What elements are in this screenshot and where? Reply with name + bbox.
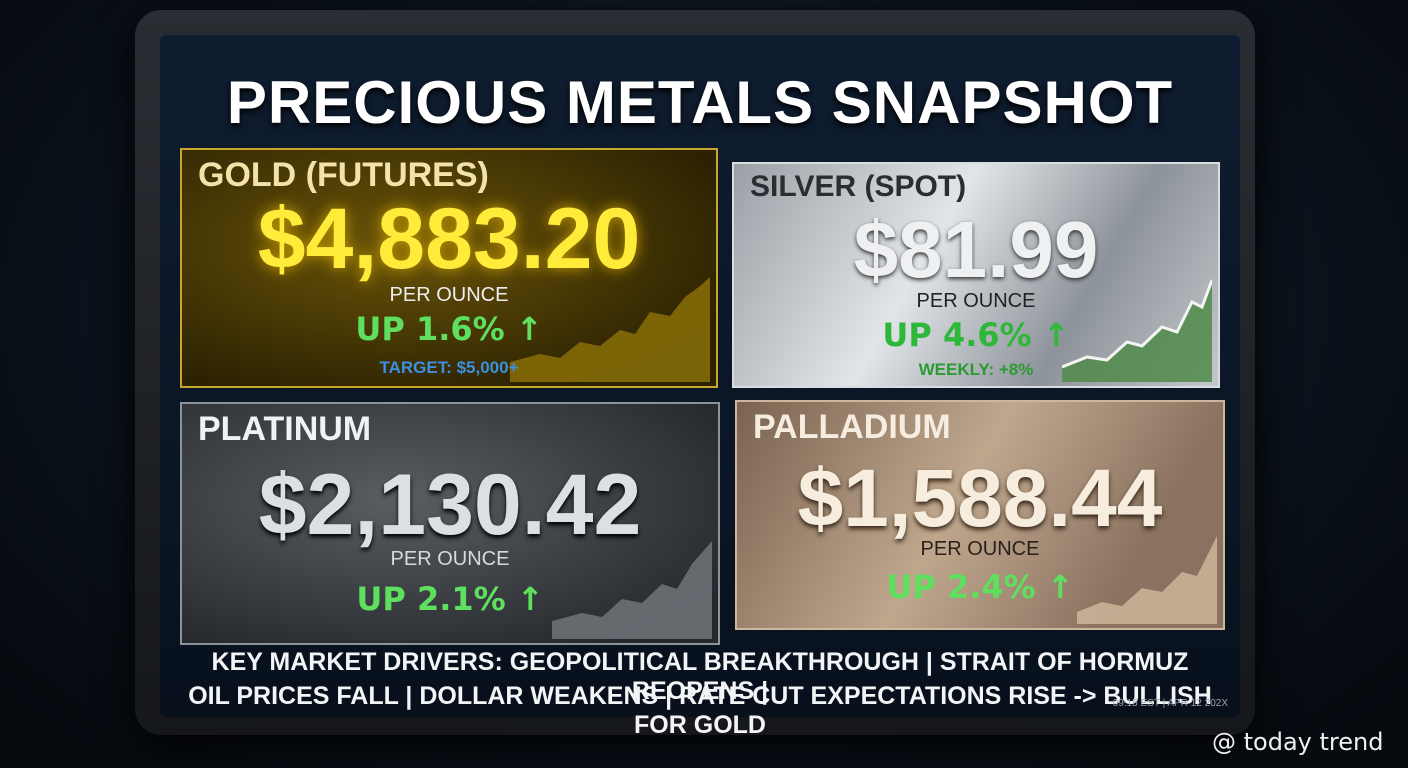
timestamp: 09:15 EST | APR 12 202X — [1112, 698, 1228, 709]
note: TARGET: $5,000+ — [379, 358, 519, 377]
gold-card: GOLD (FUTURES) $4,883.20 PER OUNCE UP 1.… — [180, 148, 718, 388]
metal-label: SILVER (SPOT) — [750, 170, 967, 203]
unit: PER OUNCE — [920, 538, 1040, 560]
drivers-line: OIL PRICES FALL | DOLLAR WEAKENS | RATE … — [188, 682, 1212, 739]
drivers-line: KEY MARKET DRIVERS: GEOPOLITICAL BREAKTH… — [211, 648, 1189, 705]
metal-label: GOLD (FUTURES) — [198, 156, 489, 194]
change: UP 4.6% ↑ — [882, 316, 1070, 354]
unit: PER OUNCE — [389, 284, 509, 306]
metal-label: PLATINUM — [198, 410, 372, 448]
sparkline — [552, 541, 712, 639]
price: $4,883.20 — [257, 191, 641, 287]
silver-card: SILVER (SPOT) $81.99 PER OUNCE UP 4.6% ↑… — [732, 162, 1220, 388]
metal-label: PALLADIUM — [753, 408, 951, 446]
title: PRECIOUS METALS SNAPSHOT — [226, 69, 1174, 136]
sparkline — [1077, 536, 1217, 624]
price: $81.99 — [853, 205, 1099, 294]
unit: PER OUNCE — [916, 290, 1036, 312]
palladium-card: PALLADIUM $1,588.44 PER OUNCE UP 2.4% ↑ — [735, 400, 1225, 630]
change: UP 2.4% ↑ — [886, 568, 1074, 606]
change: UP 1.6% ↑ — [355, 310, 543, 348]
sparkline — [1062, 279, 1212, 382]
price: $1,588.44 — [797, 453, 1163, 544]
note: WEEKLY: +8% — [918, 360, 1034, 379]
price: $2,130.42 — [258, 457, 642, 553]
platinum-card: PLATINUM $2,130.42 PER OUNCE UP 2.1% ↑ — [180, 402, 720, 645]
sparkline — [510, 277, 710, 382]
change: UP 2.1% ↑ — [356, 580, 544, 618]
unit: PER OUNCE — [390, 548, 510, 570]
watermark: @ today trend — [1212, 728, 1384, 756]
